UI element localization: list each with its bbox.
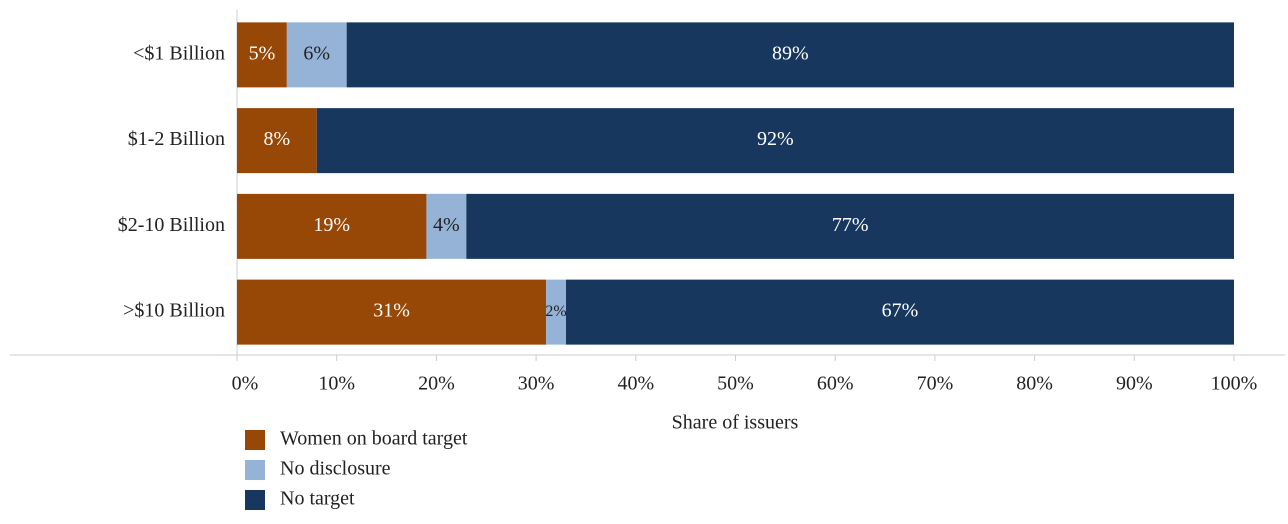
bar-segment xyxy=(466,193,1234,259)
bar-segment xyxy=(346,22,1234,88)
y-tick-label: $1-2 Billion xyxy=(128,128,225,150)
x-tick-label: 30% xyxy=(518,373,555,395)
x-tick-label: 60% xyxy=(817,373,854,395)
data-label: 4% xyxy=(433,214,460,236)
x-tick-label: 20% xyxy=(418,373,455,395)
x-tick-label: 90% xyxy=(1116,373,1153,395)
y-tick-label: <$1 Billion xyxy=(133,42,225,64)
x-tick-label: 70% xyxy=(917,373,954,395)
x-tick-label: 80% xyxy=(1016,373,1053,395)
data-label: 89% xyxy=(772,42,809,64)
bar-segment xyxy=(316,108,1234,174)
legend-label: No disclosure xyxy=(280,458,391,480)
legend-label: No target xyxy=(280,488,355,510)
bar-segment xyxy=(237,279,547,345)
bar-segment xyxy=(237,22,287,88)
bar-segment xyxy=(566,279,1234,345)
bar-segment xyxy=(546,279,567,345)
data-label: 92% xyxy=(757,128,794,150)
legend-swatch xyxy=(245,430,265,450)
data-label: 67% xyxy=(882,300,919,322)
legend-swatch xyxy=(245,490,265,510)
x-axis-label: Share of issuers xyxy=(672,412,799,434)
bar-segment xyxy=(237,193,427,259)
legend-swatch xyxy=(245,460,265,480)
bar-segment xyxy=(286,22,347,88)
y-tick-label: >$10 Billion xyxy=(123,300,225,322)
data-label: 31% xyxy=(373,300,410,322)
legend-label: Women on board target xyxy=(280,428,468,450)
data-label: 8% xyxy=(264,128,291,150)
x-tick-label: 10% xyxy=(318,373,355,395)
bar-segment xyxy=(237,108,317,174)
x-tick-label: 100% xyxy=(1211,373,1258,395)
data-label: 19% xyxy=(313,214,350,236)
data-label: 77% xyxy=(832,214,869,236)
y-tick-label: $2-10 Billion xyxy=(118,214,225,236)
x-tick-label: 0% xyxy=(232,373,259,395)
data-label: 2% xyxy=(545,303,566,320)
data-label: 6% xyxy=(303,42,330,64)
data-label: 5% xyxy=(249,42,276,64)
bar-segment xyxy=(426,193,467,259)
x-tick-label: 50% xyxy=(717,373,754,395)
x-tick-label: 40% xyxy=(617,373,654,395)
